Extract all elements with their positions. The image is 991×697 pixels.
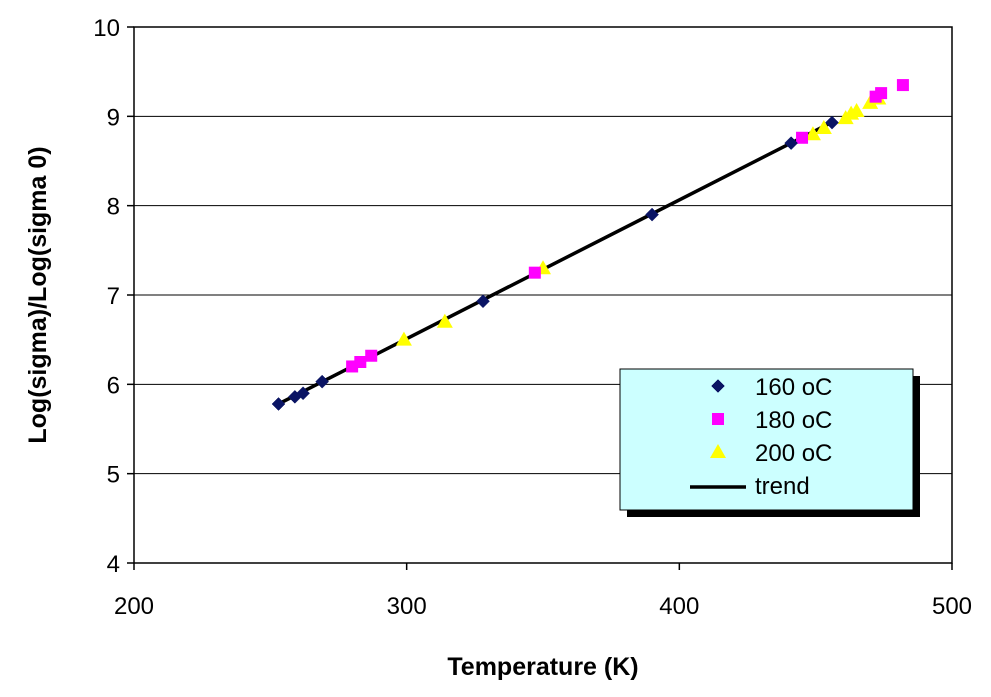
data-point (365, 349, 378, 362)
legend-label: 180 oC (755, 407, 832, 434)
data-point (815, 119, 832, 134)
data-point (315, 374, 329, 389)
data-point (796, 131, 809, 144)
data-point (296, 386, 310, 401)
series-diamond (271, 115, 839, 411)
legend-swatch (710, 444, 726, 458)
y-tick-label: 4 (107, 551, 120, 578)
x-tick-label: 400 (659, 593, 699, 620)
legend-swatch (711, 379, 725, 393)
data-point (848, 102, 865, 117)
data-point (528, 266, 541, 279)
data-point (354, 356, 367, 368)
legend-label: 200 oC (755, 440, 832, 467)
y-tick-label: 7 (107, 283, 120, 310)
x-axis-title: Temperature (K) (447, 653, 638, 681)
x-axis: 200 300 400 500 (114, 563, 972, 620)
data-point (395, 331, 412, 346)
plot-area (133, 26, 953, 564)
x-tick-label: 200 (114, 593, 154, 620)
legend-entry: 200 oC (710, 440, 832, 467)
y-axis: 4 5 6 7 8 9 10 (93, 15, 134, 578)
data-marks (271, 79, 909, 411)
x-tick-label: 500 (932, 593, 972, 620)
legend-items: 160 oC 180 oC 200 oC trend (690, 374, 832, 500)
legend: 160 oC 180 oC 200 oC trend (619, 368, 920, 517)
data-point (875, 87, 888, 100)
legend-entry: 180 oC (712, 407, 832, 434)
x-tick-label: 300 (387, 593, 427, 620)
data-point (825, 115, 839, 130)
y-axis-title: Log(sigma)/Log(sigma 0) (24, 146, 52, 443)
y-tick-label: 8 (107, 194, 120, 221)
legend-label: trend (755, 473, 810, 500)
y-tick-label: 5 (107, 462, 120, 489)
data-point (804, 126, 821, 141)
data-point (436, 313, 453, 328)
legend-swatch (712, 413, 724, 425)
data-point (476, 294, 490, 309)
legend-entry: 160 oC (711, 374, 832, 401)
y-tick-label: 10 (93, 15, 120, 42)
data-point (271, 397, 286, 411)
y-tick-label: 6 (107, 372, 120, 399)
legend-label: 160 oC (755, 374, 832, 401)
legend-entry: trend (690, 473, 810, 500)
series-square (346, 79, 909, 373)
data-point (896, 79, 909, 92)
data-point (645, 207, 659, 222)
y-tick-label: 9 (107, 104, 120, 131)
data-point (784, 136, 798, 150)
legend-box (619, 368, 914, 511)
